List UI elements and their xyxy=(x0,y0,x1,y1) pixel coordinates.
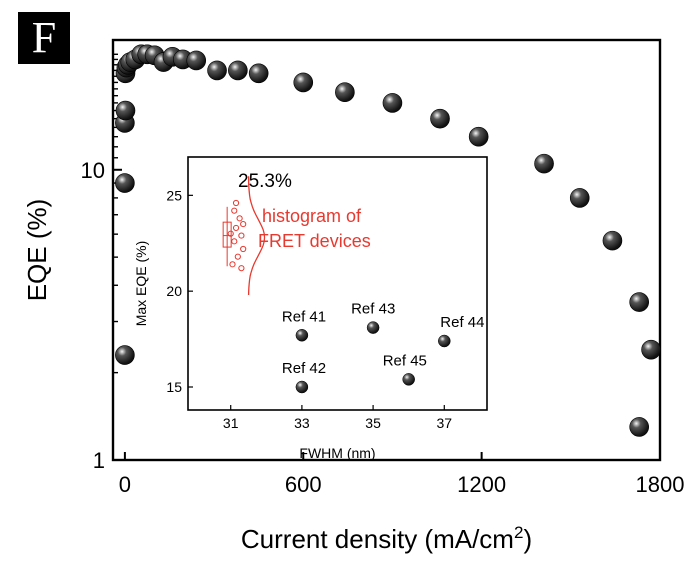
inset-x-tick-label: 35 xyxy=(365,415,381,431)
reference-point xyxy=(295,380,309,394)
eqe-data-point xyxy=(602,230,623,251)
x-tick-label: 1200 xyxy=(457,472,506,497)
histogram-point xyxy=(234,253,241,260)
eqe-data-point xyxy=(293,72,314,93)
histogram-point xyxy=(238,265,245,272)
reference-label: Ref 43 xyxy=(351,301,395,318)
eqe-data-point xyxy=(207,60,227,81)
reference-point xyxy=(438,334,451,348)
histogram-label-line1: histogram of xyxy=(262,206,362,226)
x-tick-label: 600 xyxy=(285,472,322,497)
reference-point xyxy=(366,321,380,334)
max-eqe-annotation: 25.3% xyxy=(238,171,292,192)
main-plot-frame xyxy=(111,38,662,462)
inset-x-tick-label: 31 xyxy=(223,415,239,431)
reference-label: Ref 45 xyxy=(383,352,427,369)
histogram-point xyxy=(231,238,238,245)
reference-label: Ref 41 xyxy=(282,308,326,325)
eqe-data-point xyxy=(248,63,269,84)
y-tick-label: 10 xyxy=(81,158,105,183)
eqe-data-point xyxy=(115,345,135,365)
eqe-data-point xyxy=(115,173,135,193)
histogram-point xyxy=(236,215,243,222)
boxplot-box xyxy=(222,221,232,248)
x-axis-label: Current density (mA/cm2) xyxy=(241,523,532,554)
reference-label: Ref 44 xyxy=(440,314,484,331)
x-tick-label: 0 xyxy=(119,472,131,497)
histogram-point xyxy=(232,224,240,232)
eqe-data-point xyxy=(641,339,661,360)
inset-y-axis-label: Max EQE (%) xyxy=(133,241,149,327)
y-tick-label: 1 xyxy=(93,448,105,473)
eqe-data-point xyxy=(629,417,649,437)
eqe-data-point xyxy=(534,153,554,174)
reference-label: Ref 42 xyxy=(282,360,326,377)
reference-point xyxy=(402,373,415,386)
inset-x-axis-label: FWHM (nm) xyxy=(299,445,375,461)
inset-x-tick-label: 37 xyxy=(436,415,452,431)
histogram-label-line2: FRET devices xyxy=(258,231,371,251)
eqe-data-point xyxy=(629,292,649,312)
y-axis-label: EQE (%) xyxy=(22,199,52,302)
inset-x-tick-label: 33 xyxy=(294,415,310,431)
histogram-point xyxy=(238,232,245,239)
x-tick-label: 1800 xyxy=(636,472,685,497)
eqe-data-point xyxy=(382,93,403,113)
eqe-data-point xyxy=(186,50,207,71)
eqe-data-point xyxy=(115,100,136,121)
histogram-point xyxy=(231,207,238,214)
eqe-data-point xyxy=(228,60,248,81)
eqe-data-point xyxy=(430,108,450,129)
inset-y-tick-label: 15 xyxy=(166,379,182,395)
eqe-data-point xyxy=(335,82,355,103)
histogram-curve xyxy=(247,176,266,296)
reference-point xyxy=(295,329,309,342)
eqe-data-point xyxy=(468,126,489,147)
histogram-point xyxy=(232,199,240,207)
inset-y-tick-label: 25 xyxy=(166,187,182,203)
histogram-point xyxy=(240,245,247,253)
panel-letter: F xyxy=(18,12,70,64)
inset-y-tick-label: 20 xyxy=(166,283,182,299)
histogram-point xyxy=(240,220,247,228)
eqe-data-point xyxy=(569,188,590,208)
inset-frame xyxy=(187,156,488,411)
histogram-point xyxy=(229,261,236,268)
